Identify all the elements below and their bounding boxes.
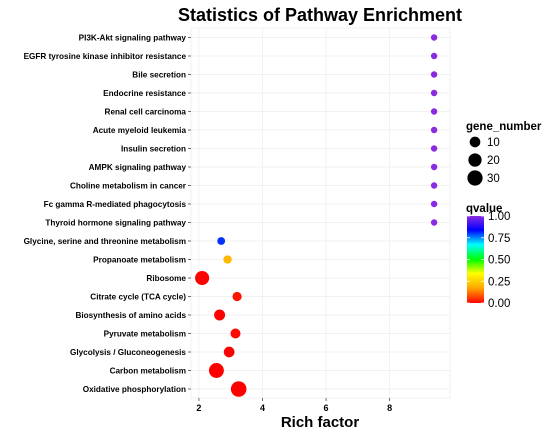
size-legend-dot: [467, 170, 483, 186]
x-tick-label: 2: [196, 403, 201, 413]
y-tick-label: Ribosome: [146, 274, 186, 283]
color-legend-label: 1.00: [488, 211, 510, 223]
color-legend-title: qvalue: [466, 203, 502, 215]
x-axis-ticks: 2 4 6 8: [196, 398, 392, 413]
data-point: [430, 182, 438, 189]
y-tick-label: Pyruvate metabolism: [104, 330, 186, 339]
color-legend-label: 0.25: [488, 276, 510, 288]
y-tick-label: AMPK signaling pathway: [89, 163, 187, 172]
chart-title: Statistics of Pathway Enrichment: [178, 5, 462, 25]
data-point: [232, 291, 242, 302]
data-point: [430, 145, 438, 152]
y-tick-label: Choline metabolism in cancer: [70, 182, 187, 191]
y-tick-label: Acute myeloid leukemia: [93, 126, 187, 135]
color-legend: qvalue 1.00 0.75 0.50 0.25 0.00: [466, 203, 510, 310]
size-legend-label: 10: [487, 137, 500, 149]
y-tick-label: Renal cell carcinoma: [105, 108, 187, 117]
x-tick-label: 8: [387, 403, 392, 413]
size-legend-label: 30: [487, 173, 500, 185]
x-tick-label: 6: [324, 403, 329, 413]
y-tick-label: Insulin secretion: [121, 145, 186, 154]
data-point: [430, 52, 438, 60]
y-tick-label: Thyroid hormone signaling pathway: [45, 219, 186, 228]
data-point: [430, 219, 438, 226]
y-tick-label: Propanoate metabolism: [93, 256, 186, 265]
data-point: [430, 89, 438, 97]
color-legend-label: 0.00: [488, 298, 510, 310]
data-point: [230, 328, 241, 339]
y-tick-label: EGFR tyrosine kinase inhibitor resistanc…: [24, 52, 187, 61]
y-tick-label: Fc gamma R-mediated phagocytosis: [44, 200, 187, 209]
size-legend-label: 20: [487, 155, 500, 167]
y-tick-label: PI3K-Akt signaling pathway: [79, 34, 187, 43]
color-legend-label: 0.50: [488, 255, 510, 267]
y-tick-label: Glycolysis / Gluconeogenesis: [70, 348, 186, 357]
data-point: [430, 34, 438, 41]
plot-panel: [190, 27, 451, 399]
y-tick-label: Endocrine resistance: [103, 89, 186, 98]
y-tick-label: Biosynthesis of amino acids: [75, 311, 186, 320]
y-tick-label: Oxidative phosphorylation: [83, 385, 186, 394]
data-point: [217, 237, 226, 245]
data-point: [230, 381, 247, 397]
color-bar: [467, 216, 484, 303]
y-tick-label: Carbon metabolism: [110, 367, 186, 376]
data-points: [195, 34, 438, 397]
data-point: [430, 108, 438, 115]
y-axis-labels: PI3K-Akt signaling pathway EGFR tyrosine …: [24, 34, 191, 394]
size-legend: gene_number 10 20 30: [466, 121, 542, 186]
data-point: [214, 309, 226, 321]
color-legend-label: 0.75: [488, 233, 510, 245]
x-tick-label: 4: [260, 403, 265, 413]
data-point: [430, 163, 438, 171]
y-tick-label: Bile secretion: [132, 71, 186, 80]
data-point: [430, 71, 438, 78]
size-legend-title: gene_number: [466, 121, 542, 133]
size-legend-dot: [468, 153, 482, 167]
data-point: [223, 346, 235, 358]
data-point: [208, 363, 224, 378]
size-legend-dot: [469, 136, 481, 148]
data-point: [223, 255, 232, 264]
data-point: [430, 200, 438, 208]
y-tick-label: Citrate cycle (TCA cycle): [90, 293, 186, 302]
y-tick-label: Glycine, serine and threonine metabolism: [24, 237, 186, 246]
grid-lines: [191, 28, 450, 398]
data-point: [195, 270, 210, 286]
data-point: [430, 126, 438, 134]
x-axis-label: Rich factor: [281, 414, 360, 431]
